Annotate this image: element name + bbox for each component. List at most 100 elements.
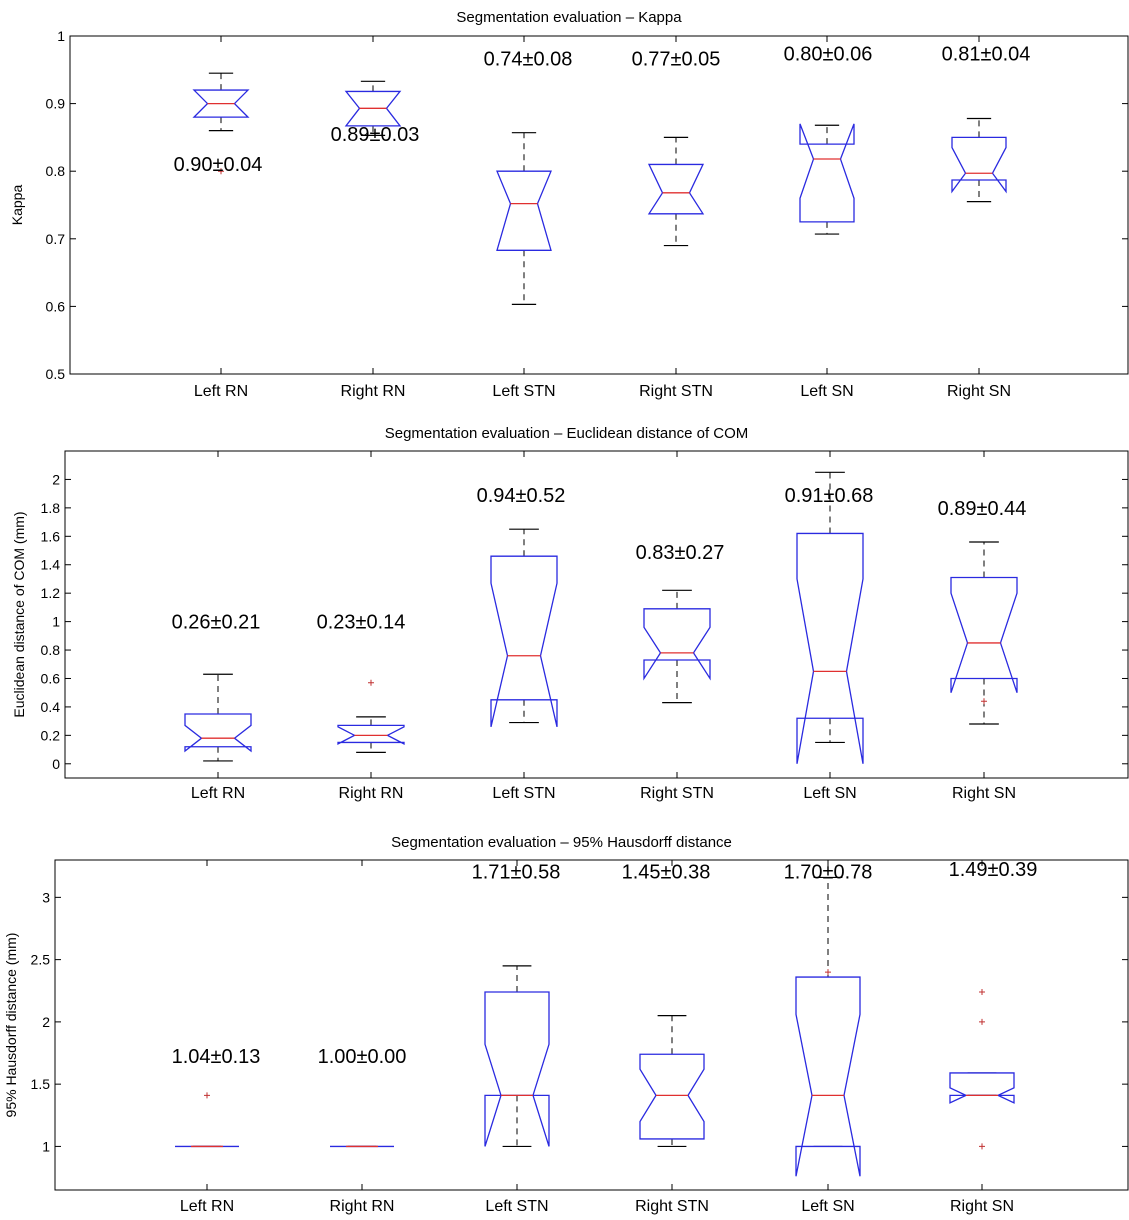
category-label: Left STN <box>492 785 555 802</box>
box-left-rn <box>192 72 250 175</box>
box-left-sn <box>795 876 861 1177</box>
category-label: Right STN <box>635 1198 709 1215</box>
y-tick-label: 1.2 <box>41 585 61 601</box>
category-label: Right STN <box>640 785 714 802</box>
category-label: Left RN <box>191 785 245 802</box>
y-tick-label: 0.7 <box>46 231 66 247</box>
outlier-marker <box>979 989 985 995</box>
y-axis-label: 95% Hausdorff distance (mm) <box>3 933 19 1118</box>
box-left-sn <box>799 123 855 235</box>
box-left-stn <box>490 528 558 727</box>
notched-box <box>799 123 855 223</box>
y-tick-label: 1 <box>42 1138 50 1154</box>
box-right-rn <box>344 80 402 136</box>
y-tick-label: 0.2 <box>41 727 61 743</box>
outlier-marker <box>981 698 987 705</box>
notched-box <box>337 724 405 745</box>
y-tick-label: 1.4 <box>41 557 61 573</box>
mean-sd-annotation: 0.26±0.21 <box>172 612 261 634</box>
y-tick-label: 0.9 <box>46 96 66 112</box>
notched-box <box>484 991 550 1147</box>
notched-box <box>496 170 552 251</box>
outlier-marker <box>825 969 831 976</box>
category-label: Left RN <box>194 383 248 400</box>
y-tick-label: 0.4 <box>41 699 61 715</box>
y-axis-label: Euclidean distance of COM (mm) <box>11 511 27 717</box>
y-tick-label: 2 <box>52 471 60 487</box>
box-left-stn <box>484 965 550 1148</box>
category-label: Right RN <box>330 1198 395 1215</box>
notched-box <box>950 576 1018 693</box>
outlier-marker <box>368 679 374 686</box>
notched-box <box>643 608 711 681</box>
box-right-stn <box>647 136 705 247</box>
mean-sd-annotation: 0.23±0.14 <box>317 612 406 634</box>
mean-sd-annotation: 0.74±0.08 <box>484 49 573 71</box>
mean-sd-annotation: 1.45±0.38 <box>622 862 711 884</box>
notched-box <box>795 976 861 1177</box>
chart-title: Segmentation evaluation – Euclidean dist… <box>385 425 749 442</box>
y-tick-label: 1.6 <box>41 528 61 544</box>
category-label: Left SN <box>801 1198 854 1215</box>
outlier-marker <box>979 1143 985 1150</box>
y-tick-label: 2 <box>42 1014 50 1030</box>
y-tick-label: 0.6 <box>41 670 61 686</box>
box-right-stn <box>643 589 711 704</box>
y-tick-label: 1 <box>52 614 60 630</box>
y-tick-label: 0.6 <box>46 298 66 314</box>
category-label: Right SN <box>950 1198 1014 1215</box>
outlier-marker <box>979 1018 985 1025</box>
chart-title: Segmentation evaluation – Kappa <box>456 9 682 26</box>
notched-box <box>647 163 705 215</box>
y-tick-label: 1 <box>57 28 65 44</box>
notched-box <box>639 1053 705 1140</box>
box-right-stn <box>639 1015 705 1148</box>
y-tick-label: 0.5 <box>46 366 66 382</box>
mean-sd-annotation: 0.81±0.04 <box>942 43 1031 65</box>
mean-sd-annotation: 0.94±0.52 <box>477 485 566 507</box>
chart-panel-3: Segmentation evaluation – 95% Hausdorff … <box>3 834 1129 1215</box>
box-right-sn <box>950 541 1018 725</box>
y-tick-label: 3 <box>42 889 50 905</box>
category-label: Right SN <box>952 785 1016 802</box>
box-right-sn <box>951 117 1007 203</box>
mean-sd-annotation: 1.49±0.39 <box>949 859 1038 881</box>
notched-box <box>949 1072 1015 1104</box>
category-label: Left STN <box>485 1198 548 1215</box>
category-label: Right RN <box>341 383 406 400</box>
y-tick-label: 0.8 <box>46 163 66 179</box>
y-tick-label: 1.5 <box>31 1076 51 1092</box>
box-right-sn <box>949 989 1015 1150</box>
mean-sd-annotation: 0.91±0.68 <box>785 485 874 507</box>
category-label: Right STN <box>639 383 713 400</box>
y-tick-label: 0.8 <box>41 642 61 658</box>
mean-sd-annotation: 0.89±0.03 <box>331 124 420 146</box>
box-left-rn <box>175 1092 239 1148</box>
plot-frame <box>54 859 1129 1191</box>
plot-frame <box>69 35 1129 375</box>
y-tick-label: 2.5 <box>31 952 51 968</box>
mean-sd-annotation: 1.00±0.00 <box>318 1046 407 1068</box>
mean-sd-annotation: 0.83±0.27 <box>636 542 725 564</box>
category-label: Left SN <box>803 785 856 802</box>
y-tick-label: 0 <box>52 756 60 772</box>
category-label: Right SN <box>947 383 1011 400</box>
box-left-stn <box>496 132 552 305</box>
chart-panel-1: Segmentation evaluation – Kappa Kappa 0.5 0… <box>9 9 1129 400</box>
mean-sd-annotation: 0.77±0.05 <box>632 49 721 71</box>
notched-box <box>184 713 252 753</box>
mean-sd-annotation: 0.80±0.06 <box>784 43 873 65</box>
box-left-sn <box>796 471 864 764</box>
mean-sd-annotation: 1.70±0.78 <box>784 862 873 884</box>
category-label: Right RN <box>339 785 404 802</box>
outlier-marker <box>204 1092 210 1099</box>
plot-frame <box>64 450 1129 779</box>
y-axis-label: Kappa <box>9 185 25 226</box>
box-right-rn <box>337 679 405 754</box>
mean-sd-annotation: 1.71±0.58 <box>472 862 561 884</box>
chart-panel-2: Segmentation evaluation – Euclidean dist… <box>11 425 1129 802</box>
mean-sd-annotation: 1.04±0.13 <box>172 1046 261 1068</box>
notched-box <box>796 532 864 764</box>
category-label: Left RN <box>180 1198 234 1215</box>
